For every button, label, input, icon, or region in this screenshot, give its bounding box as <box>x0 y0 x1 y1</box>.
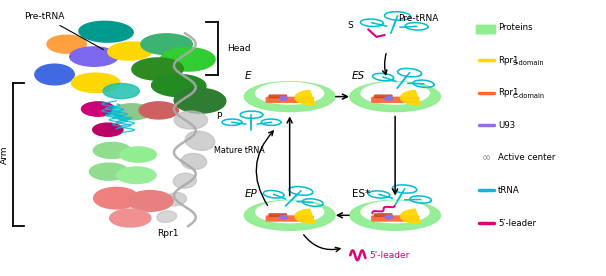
Ellipse shape <box>256 83 324 104</box>
Text: Rpr1: Rpr1 <box>158 229 179 238</box>
Text: Pre-tRNA: Pre-tRNA <box>24 12 104 50</box>
FancyBboxPatch shape <box>268 94 287 98</box>
Polygon shape <box>295 91 315 105</box>
Ellipse shape <box>185 131 215 150</box>
Polygon shape <box>401 209 421 223</box>
Ellipse shape <box>157 211 176 222</box>
Circle shape <box>385 215 393 219</box>
Ellipse shape <box>244 82 335 112</box>
Text: Arm: Arm <box>1 145 9 164</box>
Text: S-domain: S-domain <box>513 60 544 67</box>
Text: EP: EP <box>244 189 257 199</box>
Ellipse shape <box>113 104 152 120</box>
Text: ES*: ES* <box>352 189 370 199</box>
Ellipse shape <box>361 83 429 104</box>
Text: 5'-leader: 5'-leader <box>370 251 410 259</box>
Ellipse shape <box>181 153 207 169</box>
Ellipse shape <box>350 200 441 230</box>
Ellipse shape <box>93 142 131 158</box>
Text: tRNA: tRNA <box>498 186 520 195</box>
Polygon shape <box>401 91 421 105</box>
Ellipse shape <box>139 102 179 119</box>
Ellipse shape <box>35 64 75 85</box>
Text: E: E <box>244 71 251 81</box>
FancyBboxPatch shape <box>476 25 496 34</box>
FancyBboxPatch shape <box>374 94 393 98</box>
Circle shape <box>279 215 288 219</box>
Ellipse shape <box>116 167 156 184</box>
Ellipse shape <box>350 82 441 112</box>
FancyBboxPatch shape <box>374 213 393 217</box>
Text: ∞: ∞ <box>482 153 491 163</box>
Text: Head: Head <box>227 44 251 53</box>
Text: Rpr1: Rpr1 <box>498 88 519 97</box>
Ellipse shape <box>81 102 115 116</box>
Ellipse shape <box>165 193 187 206</box>
Text: Proteins: Proteins <box>498 23 533 32</box>
Ellipse shape <box>127 190 173 211</box>
Ellipse shape <box>93 123 123 136</box>
FancyBboxPatch shape <box>371 215 419 222</box>
Ellipse shape <box>108 42 153 60</box>
Text: ES: ES <box>352 71 365 81</box>
FancyBboxPatch shape <box>265 97 314 103</box>
Text: P: P <box>216 112 222 121</box>
Ellipse shape <box>90 163 129 180</box>
Circle shape <box>385 97 393 100</box>
Ellipse shape <box>94 187 139 209</box>
FancyBboxPatch shape <box>268 213 287 217</box>
Text: 5′-leader: 5′-leader <box>498 219 536 227</box>
Text: Rpr1: Rpr1 <box>498 56 519 65</box>
Ellipse shape <box>141 34 193 55</box>
Ellipse shape <box>173 173 196 188</box>
Ellipse shape <box>361 201 429 223</box>
Circle shape <box>279 97 288 100</box>
Ellipse shape <box>161 47 215 71</box>
Text: Pre-tRNA: Pre-tRNA <box>398 14 439 23</box>
Ellipse shape <box>70 47 118 66</box>
FancyBboxPatch shape <box>265 215 314 222</box>
Ellipse shape <box>72 73 120 92</box>
Ellipse shape <box>244 200 335 230</box>
Ellipse shape <box>79 21 133 42</box>
Text: U93: U93 <box>498 121 515 130</box>
Ellipse shape <box>175 111 207 129</box>
FancyBboxPatch shape <box>371 97 419 103</box>
Polygon shape <box>295 209 315 223</box>
Text: S: S <box>348 22 353 30</box>
Ellipse shape <box>47 35 86 53</box>
Ellipse shape <box>110 209 151 227</box>
Ellipse shape <box>103 83 139 99</box>
Ellipse shape <box>152 75 206 97</box>
Ellipse shape <box>174 88 226 113</box>
Text: Mature tRNA: Mature tRNA <box>214 146 265 155</box>
Ellipse shape <box>120 147 156 162</box>
Text: Active center: Active center <box>498 153 556 162</box>
Ellipse shape <box>256 201 324 223</box>
Ellipse shape <box>132 58 183 80</box>
Text: C-domain: C-domain <box>513 93 545 99</box>
